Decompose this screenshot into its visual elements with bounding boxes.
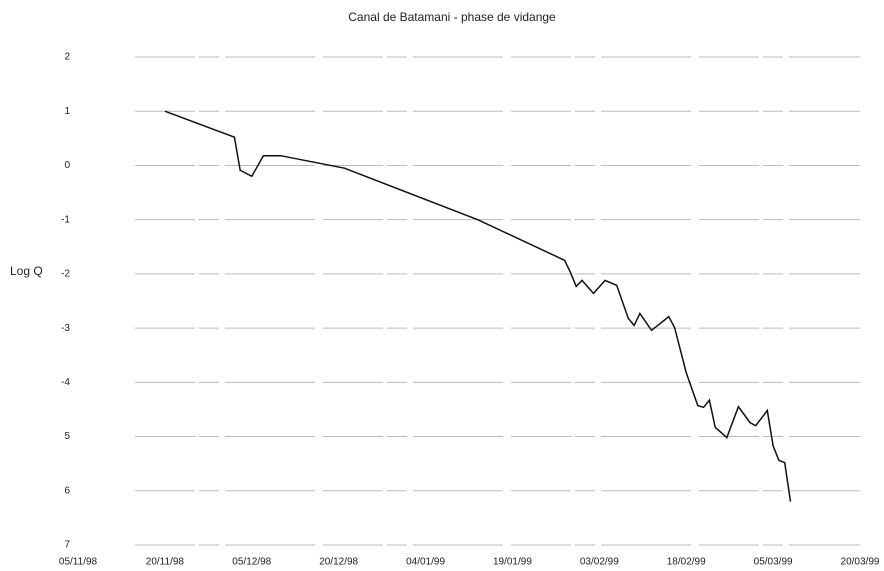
data-line: [164, 110, 792, 502]
y-tick-label: -2: [61, 269, 70, 280]
y-axis-label: Log Q: [10, 264, 43, 278]
y-tick-label: 0: [64, 160, 70, 171]
y-tick-label: 2: [64, 52, 70, 63]
y-tick-label: 7: [64, 540, 70, 551]
x-tick-label: 05/12/98: [232, 557, 271, 568]
x-tick-label: 20/03/99: [841, 557, 880, 568]
x-tick-label: 19/01/99: [493, 557, 532, 568]
y-tick-label: -1: [61, 214, 70, 225]
x-tick-label: 20/11/98: [146, 557, 185, 568]
y-tick-label: -3: [61, 323, 70, 334]
x-tick-label: 20/12/98: [319, 557, 358, 568]
chart-title: Canal de Batamani - phase de vidange: [348, 10, 556, 24]
x-tick-label: 04/01/99: [406, 557, 445, 568]
x-tick-label: 03/02/99: [580, 557, 619, 568]
y-tick-label: -4: [61, 377, 70, 388]
y-tick-label: 1: [64, 106, 70, 117]
y-tick-label: 5: [64, 431, 70, 442]
x-tick-label: 05/03/99: [754, 557, 793, 568]
x-tick-label: 05/11/98: [59, 557, 98, 568]
y-tick-label: 6: [64, 485, 70, 496]
x-tick-label: 18/02/99: [667, 557, 706, 568]
